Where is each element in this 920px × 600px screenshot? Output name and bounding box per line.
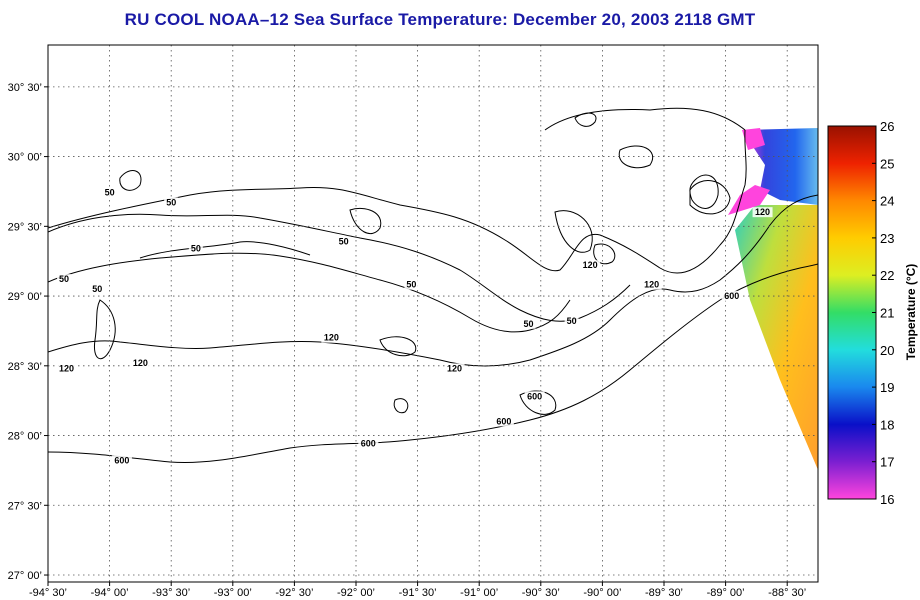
contour-label: 600 — [496, 416, 511, 426]
contour-label: 600 — [114, 455, 129, 465]
contour-label: 50 — [406, 280, 416, 290]
lat-tick-label: 29° 30’ — [8, 221, 42, 233]
contour-label: 120 — [755, 207, 770, 217]
lat-tick-label: 29° 00’ — [8, 291, 42, 303]
lon-tick-label: -91° 30’ — [399, 587, 437, 599]
graticule — [48, 45, 818, 582]
contour-label-bg — [752, 207, 773, 218]
contour-label: 120 — [583, 260, 598, 270]
longitude-axis: -94° 30’ -94° 00’ -93° 30’ -93° 00’ -92° 30’… — [29, 582, 806, 599]
colorbar-scale — [827, 125, 877, 500]
colorbar-tick-label: 22 — [880, 268, 894, 283]
contour-label-bg — [102, 187, 117, 198]
lon-tick-label: -93° 30’ — [152, 587, 190, 599]
colorbar-tick-label: 26 — [880, 119, 894, 134]
contour-label: 50 — [59, 274, 69, 284]
contour-120 — [48, 194, 818, 367]
contour-50 — [48, 213, 631, 333]
contour-label-bg — [90, 283, 105, 294]
contour-label: 600 — [724, 291, 739, 301]
contour-label-bg — [336, 236, 351, 247]
lon-tick-label: -88° 30’ — [768, 587, 806, 599]
latitude-axis: 30° 30’ 30° 00’ 29° 30’ 29° 00’ 28° 30’ 28° 0… — [8, 82, 48, 582]
contour-label: 50 — [523, 319, 533, 329]
contour-label-bg — [57, 274, 72, 285]
contour-label: 600 — [361, 439, 376, 449]
lat-tick-label: 30° 00’ — [8, 152, 42, 164]
colorbar-tick-label: 21 — [880, 306, 894, 321]
colorbar-tick-label: 20 — [880, 343, 894, 358]
colorbar-tick-label: 23 — [880, 231, 894, 246]
lon-tick-label: -93° 00’ — [214, 587, 252, 599]
contour-label: 600 — [527, 391, 542, 401]
colorbar-tick-label: 25 — [880, 156, 894, 171]
contour-label-bg — [358, 438, 379, 449]
colorbar-tick-label: 16 — [880, 492, 894, 507]
lon-tick-label: -90° 00’ — [583, 587, 621, 599]
contour-label-bg — [580, 260, 601, 271]
lon-tick-label: -91° 00’ — [460, 587, 498, 599]
colorbar-tick-label: 17 — [880, 455, 894, 470]
contour-label: 120 — [59, 363, 74, 373]
lon-tick-label: -92° 00’ — [337, 587, 375, 599]
contour-label: 50 — [339, 236, 349, 246]
contour-label-bg — [111, 455, 132, 466]
contour-label: 50 — [567, 316, 577, 326]
contour-label-bg — [521, 318, 536, 329]
contour-label-bg — [493, 416, 514, 427]
contour-label-bg — [564, 315, 579, 326]
lon-tick-label: -94° 00’ — [91, 587, 129, 599]
contour-labels: 50 50 50 50 50 50 50 50 50 120 120 120 120 120 120 120 6… — [56, 187, 773, 466]
contour-label-bg — [721, 290, 742, 301]
lat-tick-label: 27° 00’ — [8, 570, 42, 582]
lon-tick-label: -89° 00’ — [707, 587, 745, 599]
contour-label-bg — [188, 243, 203, 254]
sst-swath — [728, 128, 818, 470]
contour-label-bg — [524, 391, 545, 402]
contour-label: 50 — [105, 188, 115, 198]
contour-label-bg — [404, 279, 419, 290]
coastline — [48, 107, 747, 274]
lat-tick-label: 27° 30’ — [8, 500, 42, 512]
lon-tick-label: -94° 30’ — [29, 587, 67, 599]
contour-label: 50 — [191, 243, 201, 253]
contour-label-bg — [56, 363, 77, 374]
colorbar-label: Temperature (°C) — [904, 264, 918, 361]
contour-label-bg — [444, 363, 465, 374]
contour-label: 50 — [92, 284, 102, 294]
contour-label: 120 — [133, 358, 148, 368]
contour-label: 120 — [324, 333, 339, 343]
contour-label: 120 — [644, 280, 659, 290]
lon-tick-label: -92° 30’ — [275, 587, 313, 599]
contour-label-bg — [164, 197, 179, 208]
lon-tick-label: -89° 30’ — [645, 587, 683, 599]
contour-label-bg — [321, 332, 342, 343]
contour-label: 50 — [166, 197, 176, 207]
colorbar-ticks: 16 17 18 19 20 21 22 23 24 25 26 — [872, 119, 894, 507]
colorbar-tick-label: 24 — [880, 194, 894, 209]
contour-label-bg — [641, 279, 662, 290]
map-title: RU COOL NOAA–12 Sea Surface Temperature:… — [124, 10, 756, 29]
lat-tick-label: 28° 30’ — [8, 361, 42, 373]
contour-label: 120 — [447, 363, 462, 373]
lon-tick-label: -90° 30’ — [522, 587, 560, 599]
contour-label-bg — [130, 357, 151, 368]
colorbar-tick-label: 18 — [880, 417, 894, 432]
lat-tick-label: 28° 00’ — [8, 431, 42, 443]
colorbar-tick-label: 19 — [880, 380, 894, 395]
lat-tick-label: 30° 30’ — [8, 82, 42, 94]
